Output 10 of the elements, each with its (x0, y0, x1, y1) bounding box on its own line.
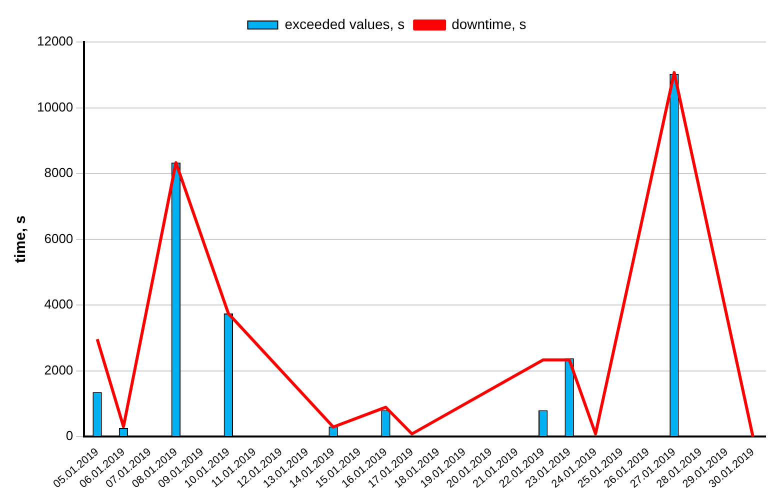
y-tick-label: 0 (66, 428, 74, 444)
legend-label: downtime, s (452, 16, 526, 32)
y-axis-title: time, s (12, 215, 30, 264)
y-tick-label: 4000 (44, 296, 74, 312)
y-tick-label: 6000 (44, 230, 74, 246)
legend-label: exceeded values, s (284, 16, 405, 32)
y-tick-label: 10000 (36, 99, 74, 114)
y-tick-label: 12000 (36, 34, 74, 49)
y-tick-label: 8000 (44, 165, 74, 180)
y-tick-label: 2000 (44, 362, 74, 378)
